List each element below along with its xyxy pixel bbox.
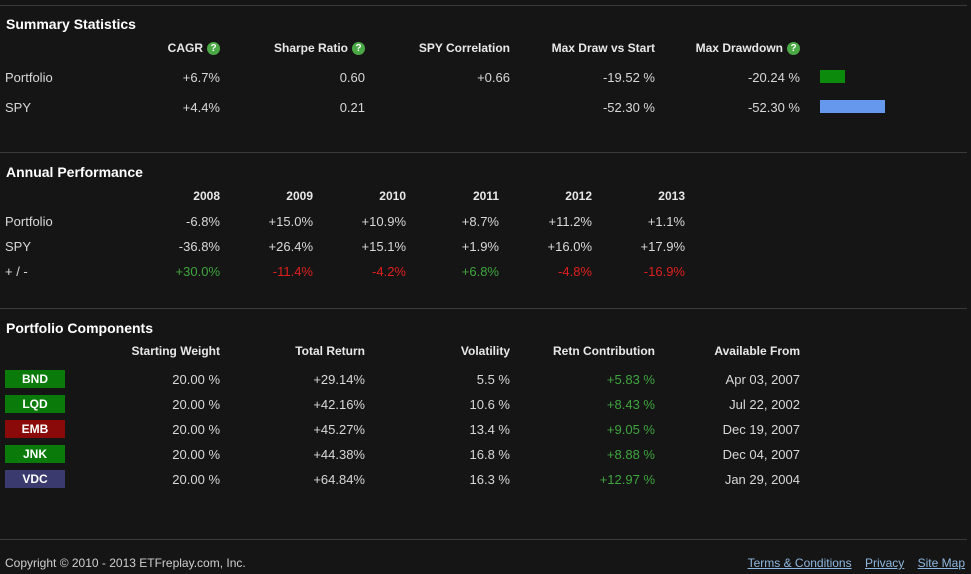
terms-link[interactable]: Terms & Conditions — [747, 556, 852, 570]
site-map-link[interactable]: Site Map — [917, 556, 965, 570]
component-weight: 20.00 % — [172, 422, 220, 437]
component-available-from: Dec 19, 2007 — [722, 422, 800, 437]
component-volatility: 13.4 % — [469, 422, 510, 437]
section-divider — [0, 308, 967, 309]
summary-row-label: Portfolio — [5, 70, 53, 85]
annual-value: +6.8% — [461, 264, 499, 279]
component-total-return: +64.84% — [313, 472, 365, 487]
help-icon[interactable]: ? — [207, 42, 220, 55]
component-contribution: +12.97 % — [599, 472, 655, 487]
ticker-badge[interactable]: EMB — [5, 420, 65, 438]
annual-value: +15.0% — [268, 214, 313, 229]
summary-header-max-draw-start: Max Draw vs Start — [551, 41, 655, 55]
components-header-volatility: Volatility — [460, 344, 510, 358]
annual-value: +15.1% — [361, 239, 406, 254]
section-divider — [0, 152, 967, 153]
annual-value: -11.4% — [272, 264, 313, 279]
footer-links: Terms & Conditions Privacy Site Map — [748, 556, 965, 570]
ticker-badge[interactable]: LQD — [5, 395, 65, 413]
copyright-text: Copyright © 2010 - 2013 ETFreplay.com, I… — [5, 556, 246, 570]
annual-value: +1.1% — [647, 214, 685, 229]
component-volatility: 10.6 % — [469, 397, 510, 412]
annual-row-label: SPY — [5, 239, 32, 254]
summary-row-label: SPY — [5, 100, 32, 115]
annual-value: -6.8% — [186, 214, 220, 229]
annual-year-header: 2013 — [658, 189, 685, 203]
component-contribution: +5.83 % — [606, 372, 655, 387]
components-title: Portfolio Components — [6, 320, 153, 336]
component-available-from: Dec 04, 2007 — [722, 447, 800, 462]
component-total-return: +42.16% — [313, 397, 365, 412]
component-volatility: 5.5 % — [476, 372, 510, 387]
summary-sharpe: 0.21 — [339, 100, 365, 115]
annual-value: +26.4% — [268, 239, 313, 254]
drawdown-bar — [820, 70, 845, 83]
summary-sharpe: 0.60 — [339, 70, 365, 85]
annual-value: -16.9% — [643, 264, 685, 279]
annual-value: -4.2% — [372, 264, 406, 279]
summary-cagr: +6.7% — [182, 70, 220, 85]
component-contribution: +8.43 % — [606, 397, 655, 412]
component-contribution: +8.88 % — [606, 447, 655, 462]
top-divider — [0, 5, 967, 6]
ticker-badge[interactable]: JNK — [5, 445, 65, 463]
components-header-available: Available From — [714, 344, 800, 358]
component-weight: 20.00 % — [172, 397, 220, 412]
help-icon[interactable]: ? — [352, 42, 365, 55]
annual-value: -36.8% — [178, 239, 220, 254]
summary-max-draw-start: -52.30 % — [602, 100, 655, 115]
annual-row-label: + / - — [5, 264, 28, 279]
help-icon[interactable]: ? — [787, 42, 800, 55]
annual-year-header: 2011 — [472, 189, 499, 203]
summary-correlation: +0.66 — [477, 70, 510, 85]
annual-year-header: 2009 — [286, 189, 313, 203]
component-total-return: +29.14% — [313, 372, 365, 387]
annual-value: +16.0% — [547, 239, 592, 254]
annual-value: +17.9% — [640, 239, 685, 254]
summary-max-drawdown: -20.24 % — [747, 70, 800, 85]
summary-max-draw-start: -19.52 % — [602, 70, 655, 85]
annual-value: +1.9% — [461, 239, 499, 254]
component-total-return: +44.38% — [313, 447, 365, 462]
summary-cagr: +4.4% — [182, 100, 220, 115]
component-available-from: Jul 22, 2002 — [729, 397, 800, 412]
annual-value: +30.0% — [175, 264, 220, 279]
component-available-from: Jan 29, 2004 — [724, 472, 800, 487]
annual-value: -4.8% — [558, 264, 592, 279]
annual-year-header: 2008 — [193, 189, 220, 203]
components-header-weight: Starting Weight — [131, 344, 220, 358]
component-weight: 20.00 % — [172, 372, 220, 387]
summary-header-max-drawdown: Max Drawdown? — [660, 41, 800, 55]
footer-divider — [0, 539, 967, 540]
summary-title: Summary Statistics — [6, 16, 136, 32]
summary-header-correlation: SPY Correlation — [418, 41, 510, 55]
annual-value: +10.9% — [361, 214, 406, 229]
privacy-link[interactable]: Privacy — [864, 556, 905, 570]
summary-header-cagr: CAGR? — [120, 41, 220, 55]
annual-row-label: Portfolio — [5, 214, 53, 229]
annual-title: Annual Performance — [6, 164, 143, 180]
component-available-from: Apr 03, 2007 — [725, 372, 800, 387]
drawdown-bar — [820, 100, 885, 113]
annual-year-header: 2010 — [379, 189, 406, 203]
summary-max-drawdown: -52.30 % — [747, 100, 800, 115]
component-contribution: +9.05 % — [606, 422, 655, 437]
annual-value: +11.2% — [548, 214, 593, 229]
components-header-contribution: Retn Contribution — [553, 344, 655, 358]
components-header-return: Total Return — [295, 344, 365, 358]
component-weight: 20.00 % — [172, 472, 220, 487]
ticker-badge[interactable]: VDC — [5, 470, 65, 488]
ticker-badge[interactable]: BND — [5, 370, 65, 388]
component-total-return: +45.27% — [313, 422, 365, 437]
summary-header-sharpe: Sharpe Ratio? — [230, 41, 365, 55]
component-weight: 20.00 % — [172, 447, 220, 462]
component-volatility: 16.3 % — [469, 472, 510, 487]
annual-value: +8.7% — [461, 214, 499, 229]
annual-year-header: 2012 — [565, 189, 592, 203]
component-volatility: 16.8 % — [469, 447, 510, 462]
